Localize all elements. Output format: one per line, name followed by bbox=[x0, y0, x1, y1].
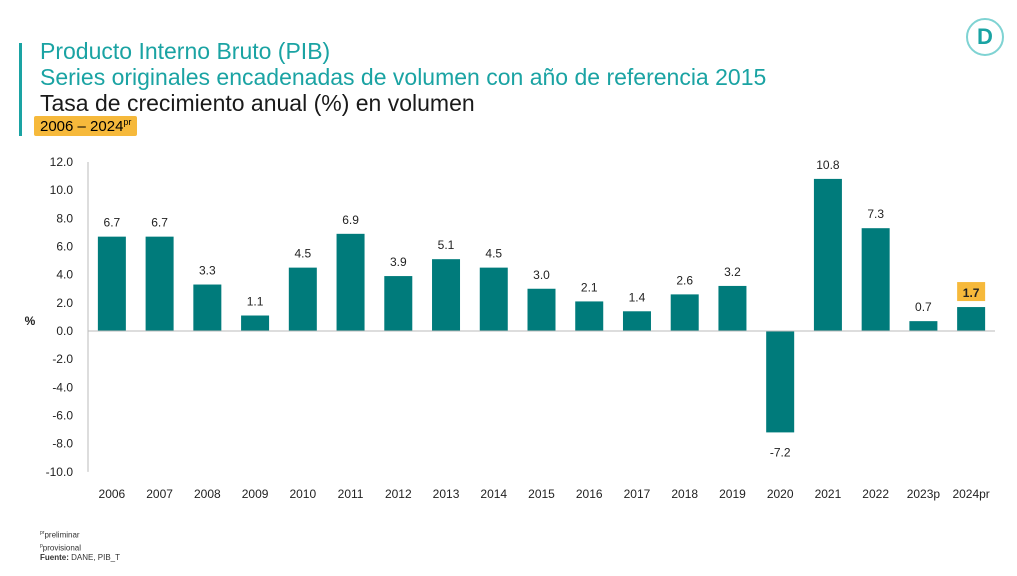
bar-2012 bbox=[384, 276, 413, 331]
x-tick-label: 2021 bbox=[815, 487, 842, 501]
data-label: 4.5 bbox=[485, 247, 502, 261]
y-tick-label: -10.0 bbox=[46, 465, 74, 479]
bar-2013 bbox=[432, 259, 461, 331]
x-tick-label: 2010 bbox=[289, 487, 316, 501]
data-label: 1.4 bbox=[629, 290, 646, 304]
source-label: Fuente: bbox=[40, 553, 69, 563]
bar-2016 bbox=[575, 301, 604, 331]
x-tick-label: 2020 bbox=[767, 487, 794, 501]
subtitle: Series originales encadenadas de volumen… bbox=[40, 64, 767, 90]
data-label: 6.7 bbox=[104, 216, 121, 230]
y-tick-label: 8.0 bbox=[56, 211, 73, 225]
data-label: 7.3 bbox=[867, 207, 884, 221]
period-text: 2006 – 2024 bbox=[40, 118, 124, 135]
bar-2009 bbox=[241, 315, 270, 331]
bar-2021 bbox=[813, 178, 842, 331]
x-tick-label: 2012 bbox=[385, 487, 412, 501]
bar-2017 bbox=[622, 311, 651, 331]
x-tick-label: 2023p bbox=[907, 487, 941, 501]
x-tick-label: 2024pr bbox=[952, 487, 989, 501]
note-sup: p bbox=[40, 542, 43, 549]
data-label: 3.3 bbox=[199, 264, 216, 278]
bar-2011 bbox=[336, 233, 365, 331]
bar-2019 bbox=[718, 285, 747, 331]
y-tick-label: -2.0 bbox=[52, 352, 73, 366]
y-tick-label: -6.0 bbox=[52, 409, 73, 423]
bar-2014 bbox=[479, 267, 508, 331]
y-tick-label: -8.0 bbox=[52, 437, 73, 451]
period-badge: 2006 – 2024pr bbox=[34, 116, 138, 136]
bar-2018 bbox=[670, 294, 699, 331]
x-tick-label: 2019 bbox=[719, 487, 746, 501]
y-tick-label: 2.0 bbox=[56, 296, 73, 310]
x-tick-label: 2017 bbox=[624, 487, 651, 501]
dane-logo: D bbox=[966, 18, 1004, 56]
x-tick-label: 2007 bbox=[146, 487, 173, 501]
highlight-label-box bbox=[957, 282, 986, 302]
y-tick-label: -4.0 bbox=[52, 380, 73, 394]
data-label: 0.7 bbox=[915, 300, 932, 314]
data-label: 2.1 bbox=[581, 280, 598, 294]
bar-2020 bbox=[766, 331, 795, 433]
footnotes: prpreliminar pprovisional Fuente: DANE, … bbox=[40, 528, 120, 563]
bar-2022 bbox=[861, 228, 890, 331]
data-label: 3.0 bbox=[533, 268, 550, 282]
x-tick-label: 2018 bbox=[671, 487, 698, 501]
y-tick-label: 12.0 bbox=[50, 155, 74, 169]
title-accent-bar bbox=[19, 43, 22, 136]
x-tick-label: 2008 bbox=[194, 487, 221, 501]
y-axis-label: % bbox=[25, 314, 36, 328]
bar-2024pr bbox=[957, 307, 986, 331]
y-tick-label: 6.0 bbox=[56, 240, 73, 254]
x-tick-label: 2009 bbox=[242, 487, 269, 501]
bar-2006 bbox=[97, 236, 126, 331]
bar-2010 bbox=[288, 267, 317, 331]
data-label: 6.9 bbox=[342, 213, 359, 227]
y-tick-label: 0.0 bbox=[56, 324, 73, 338]
data-label: 10.8 bbox=[816, 158, 840, 172]
bar-2008 bbox=[193, 284, 222, 331]
x-tick-label: 2014 bbox=[480, 487, 507, 501]
x-tick-label: 2011 bbox=[338, 487, 364, 501]
x-tick-label: 2015 bbox=[528, 487, 555, 501]
data-label: 1.1 bbox=[247, 295, 264, 309]
note-provisional: provisional bbox=[42, 543, 82, 553]
data-label: 6.7 bbox=[151, 216, 168, 230]
note-sup: pr bbox=[40, 530, 45, 536]
title: Producto Interno Bruto (PIB) bbox=[40, 38, 331, 64]
x-tick-label: 2006 bbox=[99, 487, 126, 501]
period-sup: pr bbox=[123, 117, 132, 127]
source-text: DANE, PIB_T bbox=[68, 553, 121, 563]
data-label: 3.2 bbox=[724, 265, 741, 279]
bar-2007 bbox=[145, 236, 174, 331]
y-tick-label: 4.0 bbox=[56, 268, 73, 282]
data-label: 5.1 bbox=[438, 238, 455, 252]
x-tick-label: 2013 bbox=[433, 487, 460, 501]
note-preliminar: preliminar bbox=[44, 530, 80, 540]
bar-2015 bbox=[527, 288, 556, 331]
data-label: -7.2 bbox=[770, 445, 791, 459]
bar-2023p bbox=[909, 321, 938, 331]
data-label: 4.5 bbox=[294, 247, 311, 261]
subtitle-measure: Tasa de crecimiento anual (%) en volumen bbox=[40, 90, 475, 116]
data-label: 2.6 bbox=[676, 273, 693, 287]
data-label: 3.9 bbox=[390, 255, 407, 269]
y-tick-label: 10.0 bbox=[50, 183, 74, 197]
x-tick-label: 2022 bbox=[862, 487, 889, 501]
x-tick-label: 2016 bbox=[576, 487, 603, 501]
data-label: 1.7 bbox=[963, 286, 980, 300]
